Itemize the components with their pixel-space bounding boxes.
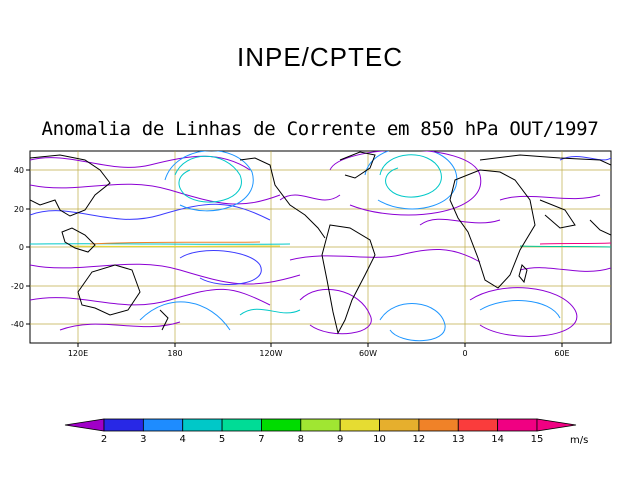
colorbar-label: 3 <box>140 434 146 445</box>
colorbar-segment <box>418 418 459 432</box>
lat-label: 0 <box>19 243 24 252</box>
lon-label: 120W <box>259 349 282 358</box>
lon-label: 60E <box>554 349 569 358</box>
lat-label: -20 <box>11 282 24 291</box>
lat-label: 20 <box>14 205 24 214</box>
colorbar-segment <box>182 418 223 432</box>
lon-label: 0 <box>462 349 467 358</box>
map-grid <box>30 151 611 343</box>
colorbar-segment <box>497 418 538 432</box>
colorbar: m/s <box>64 418 588 446</box>
colorbar-segment <box>300 418 341 432</box>
colorbar-segment <box>142 418 184 432</box>
org-title: INPE/CPTEC <box>236 42 404 72</box>
colorbar-label: 12 <box>413 434 426 445</box>
colorbar-label: 14 <box>491 434 504 445</box>
lon-label: 120E <box>68 349 88 358</box>
colorbar-label: 4 <box>180 434 186 445</box>
lon-label: 180 <box>167 349 182 358</box>
colorbar-label: 8 <box>298 434 304 445</box>
colorbar-low-arrow <box>64 418 105 432</box>
colorbar-segment <box>457 418 499 432</box>
lat-label: -40 <box>11 320 24 329</box>
colorbar-segment <box>261 418 302 432</box>
colorbar-label: 9 <box>337 434 343 445</box>
colorbar-segment <box>221 418 262 432</box>
colorbar-label: 15 <box>531 434 544 445</box>
map-title: Anomalia de Linhas de Corrente em 850 hP… <box>41 118 599 140</box>
colorbar-segment <box>339 418 380 432</box>
axis-ticks <box>26 169 563 347</box>
colorbar-high-arrow <box>536 418 577 432</box>
colorbar-label: 10 <box>373 434 386 445</box>
colorbar-segment <box>379 418 420 432</box>
colorbar-label: 5 <box>219 434 225 445</box>
colorbar-unit: m/s <box>570 435 588 446</box>
colorbar-label: 2 <box>101 434 107 445</box>
colorbar-label: 13 <box>452 434 465 445</box>
coastlines <box>30 151 611 335</box>
lon-label: 60W <box>359 349 377 358</box>
colorbar-label: 7 <box>258 434 264 445</box>
colorbar-segment <box>103 418 144 432</box>
lat-label: 40 <box>14 166 24 175</box>
